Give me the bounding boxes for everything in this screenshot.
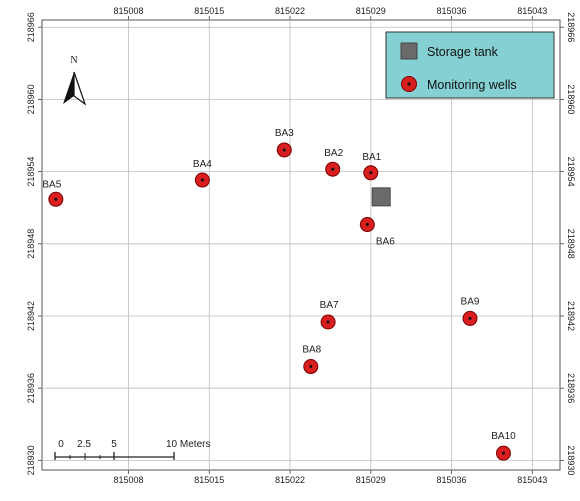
x-tick-label-top: 815008 bbox=[114, 6, 144, 16]
monitoring-well-center-dot bbox=[501, 451, 505, 455]
x-tick-label-bottom: 815043 bbox=[517, 475, 547, 485]
y-tick-label-right: 218942 bbox=[566, 301, 576, 331]
monitoring-well-label: BA7 bbox=[320, 300, 339, 311]
monitoring-well-center-dot bbox=[468, 316, 472, 320]
monitoring-well: BA5 bbox=[42, 179, 64, 207]
x-tick-label-top: 815043 bbox=[517, 6, 547, 16]
y-tick-label-left: 218954 bbox=[26, 157, 36, 187]
monitoring-well-label: BA8 bbox=[302, 345, 321, 356]
monitoring-well-center-dot bbox=[365, 223, 369, 227]
north-label: N bbox=[70, 55, 77, 66]
monitoring-well-center-dot bbox=[200, 178, 204, 182]
monitoring-well: BA7 bbox=[320, 300, 339, 330]
monitoring-well-label: BA2 bbox=[324, 148, 343, 159]
monitoring-well: BA3 bbox=[275, 128, 294, 158]
monitoring-well-center-dot bbox=[326, 320, 330, 324]
scale-label-2-5: 2.5 bbox=[77, 439, 91, 450]
monitoring-well: BA9 bbox=[461, 296, 480, 326]
y-tick-label-left: 218966 bbox=[26, 12, 36, 42]
monitoring-well-center-dot bbox=[282, 148, 286, 152]
monitoring-well-label: BA6 bbox=[376, 237, 395, 248]
monitoring-well-label: BA3 bbox=[275, 128, 294, 139]
x-tick-label-top: 815015 bbox=[194, 6, 224, 16]
coordinate-ticks: 815008 815008 815015 815015 815022 815022 8150… bbox=[26, 6, 576, 485]
scale-label-10-meters: 10 Meters bbox=[166, 439, 210, 450]
map-features: BA1 BA2 BA3 BA4 BA5 BA6 BA7 BA8 BA9 BA10 bbox=[42, 128, 516, 461]
y-tick-label-left: 218936 bbox=[26, 373, 36, 403]
storage-tank-marker bbox=[371, 187, 391, 207]
y-tick-label-left: 218930 bbox=[26, 445, 36, 475]
monitoring-well-label: BA4 bbox=[193, 159, 212, 170]
monitoring-well-label: BA5 bbox=[42, 179, 61, 190]
legend-label-storage-tank: Storage tank bbox=[427, 45, 499, 59]
y-tick-label-left: 218942 bbox=[26, 301, 36, 331]
monitoring-well-label: BA9 bbox=[461, 296, 480, 307]
x-tick-label-top: 815022 bbox=[275, 6, 305, 16]
x-tick-label-bottom: 815029 bbox=[356, 475, 386, 485]
y-tick-label-right: 218960 bbox=[566, 84, 576, 114]
monitoring-well-center-dot bbox=[369, 171, 373, 175]
legend: Storage tank Monitoring wells bbox=[385, 31, 555, 99]
storage-tank-legend-icon bbox=[400, 42, 418, 60]
x-tick-label-top: 815036 bbox=[437, 6, 467, 16]
scale-label-0: 0 bbox=[58, 439, 64, 450]
y-tick-label-left: 218960 bbox=[26, 84, 36, 114]
x-tick-label-bottom: 815008 bbox=[114, 475, 144, 485]
monitoring-well-center-dot bbox=[309, 365, 313, 369]
monitoring-well: BA4 bbox=[193, 159, 212, 188]
north-arrow-icon: N bbox=[63, 55, 87, 106]
x-tick-label-bottom: 815015 bbox=[194, 475, 224, 485]
y-tick-label-left: 218948 bbox=[26, 229, 36, 259]
scale-label-5: 5 bbox=[111, 439, 117, 450]
y-tick-label-right: 218948 bbox=[566, 229, 576, 259]
map-grid bbox=[42, 20, 560, 470]
monitoring-well: BA10 bbox=[491, 431, 516, 461]
monitoring-well-label: BA1 bbox=[362, 152, 381, 163]
monitoring-well: BA6 bbox=[359, 217, 395, 248]
monitoring-well-center-dot bbox=[54, 197, 58, 201]
y-tick-label-right: 218936 bbox=[566, 373, 576, 403]
legend-label-monitoring-wells: Monitoring wells bbox=[427, 78, 517, 92]
y-tick-label-right: 218966 bbox=[566, 12, 576, 42]
monitoring-well: BA2 bbox=[324, 148, 344, 177]
y-tick-label-right: 218954 bbox=[566, 157, 576, 187]
monitoring-well-label: BA10 bbox=[491, 431, 516, 442]
y-tick-label-right: 218930 bbox=[566, 445, 576, 475]
monitoring-well-center-dot bbox=[331, 167, 335, 171]
scale-bar: 0 2.5 5 10 Meters bbox=[54, 439, 210, 460]
monitoring-well: BA8 bbox=[302, 345, 322, 375]
monitoring-well: BA1 bbox=[362, 152, 382, 181]
x-tick-label-top: 815029 bbox=[356, 6, 386, 16]
x-tick-label-bottom: 815036 bbox=[437, 475, 467, 485]
x-tick-label-bottom: 815022 bbox=[275, 475, 305, 485]
